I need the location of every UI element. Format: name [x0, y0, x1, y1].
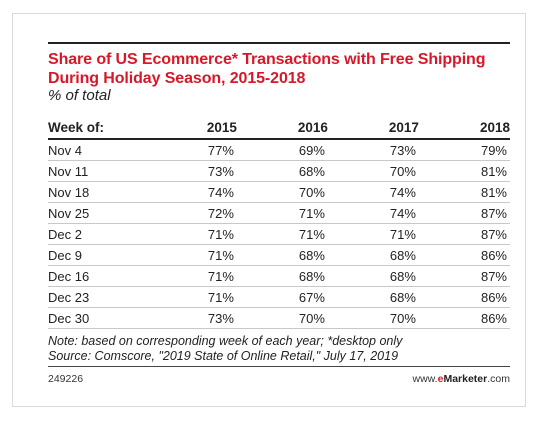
footer-rule [48, 366, 510, 367]
table-cell-2017: 68% [327, 286, 419, 308]
table-cell-2015: 71% [145, 265, 237, 287]
top-rule [48, 42, 510, 44]
column-header-week: Week of: [48, 113, 146, 140]
table-cell-2018: 86% [418, 286, 510, 308]
chart-title: Share of US Ecommerce* Transactions with… [48, 51, 486, 87]
chart-container: Share of US Ecommerce* Transactions with… [48, 42, 510, 385]
table-cell-2018: 86% [418, 244, 510, 266]
table-cell-2018: 81% [418, 181, 510, 203]
table-cell-2018: 79% [418, 139, 510, 161]
table-cell-2017: 74% [327, 202, 419, 224]
table-cell-2015: 73% [145, 160, 237, 182]
row-label: Nov 18 [48, 181, 146, 203]
table-cell-2017: 70% [327, 160, 419, 182]
table-row: Nov 11 73% 68% 70% 81% [48, 160, 510, 182]
brand-e: e [437, 373, 444, 385]
table-cell-2017: 71% [327, 223, 419, 245]
chart-id: 249226 [48, 373, 84, 385]
chart-card: Share of US Ecommerce* Transactions with… [12, 13, 526, 407]
table-row: Nov 18 74% 70% 74% 81% [48, 181, 510, 203]
chart-notes: Note: based on corresponding week of eac… [48, 334, 510, 364]
brand-name: Marketer [443, 373, 488, 385]
column-header-2016: 2016 [236, 113, 328, 140]
data-table: Week of: 2015 2016 2017 2018 Nov 4 77% 69%… [48, 113, 510, 329]
table-cell-2016: 67% [236, 286, 328, 308]
row-label: Dec 23 [48, 286, 146, 308]
table-cell-2016: 68% [236, 265, 328, 287]
table-cell-2018: 87% [418, 202, 510, 224]
row-label: Dec 2 [48, 223, 146, 245]
column-header-2018: 2018 [418, 113, 510, 140]
table-cell-2017: 73% [327, 139, 419, 161]
brand-suffix: .com [487, 373, 510, 385]
table-cell-2017: 68% [327, 244, 419, 266]
table-cell-2015: 72% [145, 202, 237, 224]
table-cell-2015: 71% [145, 286, 237, 308]
table-row: Dec 23 71% 67% 68% 86% [48, 286, 510, 308]
table-cell-2017: 74% [327, 181, 419, 203]
table-cell-2015: 74% [145, 181, 237, 203]
row-label: Dec 16 [48, 265, 146, 287]
table-cell-2015: 71% [145, 223, 237, 245]
table-cell-2018: 81% [418, 160, 510, 182]
table-row: Dec 30 73% 70% 70% 86% [48, 307, 510, 329]
row-label: Dec 9 [48, 244, 146, 266]
brand-prefix: www. [412, 373, 438, 385]
chart-footer: 249226 www.eMarketer.com [48, 373, 510, 385]
note-text: Note: based on corresponding week of eac… [48, 334, 403, 348]
brand-logo: www.eMarketer.com [413, 373, 510, 385]
table-row: Dec 9 71% 68% 68% 86% [48, 244, 510, 266]
table-cell-2016: 69% [236, 139, 328, 161]
table-cell-2015: 73% [145, 307, 237, 329]
table-row: Nov 25 72% 71% 74% 87% [48, 202, 510, 224]
table-cell-2016: 71% [236, 202, 328, 224]
table-row: Nov 4 77% 69% 73% 79% [48, 139, 510, 161]
table-row: Dec 2 71% 71% 71% 87% [48, 223, 510, 245]
table-body: Nov 4 77% 69% 73% 79% Nov 11 73% 68% 70% 81% Nov 1… [48, 139, 510, 329]
table-cell-2016: 68% [236, 244, 328, 266]
table-cell-2018: 87% [418, 223, 510, 245]
table-cell-2018: 86% [418, 307, 510, 329]
table-cell-2018: 87% [418, 265, 510, 287]
table-cell-2017: 68% [327, 265, 419, 287]
table-cell-2015: 71% [145, 244, 237, 266]
column-header-2015: 2015 [145, 113, 237, 140]
table-cell-2016: 70% [236, 307, 328, 329]
row-label: Dec 30 [48, 307, 146, 329]
table-cell-2017: 70% [327, 307, 419, 329]
column-header-2017: 2017 [327, 113, 419, 140]
table-cell-2016: 71% [236, 223, 328, 245]
table-cell-2015: 77% [145, 139, 237, 161]
header-row: Week of: 2015 2016 2017 2018 [48, 113, 510, 140]
chart-subtitle: % of total [48, 87, 111, 104]
table-row: Dec 16 71% 68% 68% 87% [48, 265, 510, 287]
row-label: Nov 11 [48, 160, 146, 182]
table-cell-2016: 68% [236, 160, 328, 182]
source-text: Source: Comscore, "2019 State of Online … [48, 349, 399, 363]
table-cell-2016: 70% [236, 181, 328, 203]
row-label: Nov 4 [48, 139, 146, 161]
row-label: Nov 25 [48, 202, 146, 224]
